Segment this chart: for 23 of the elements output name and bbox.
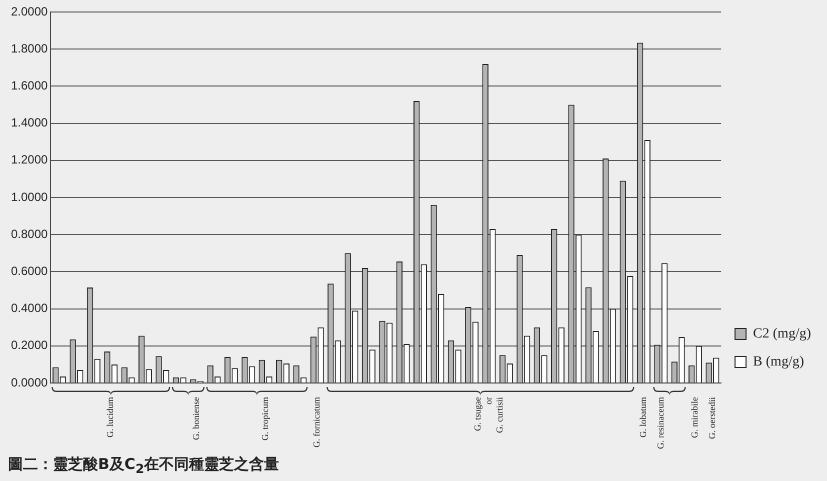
x-tick-label: G. mirabile (690, 397, 700, 438)
y-tick-label: 1.8000 (11, 41, 48, 56)
y-tick-label: 0.0000 (11, 375, 48, 390)
x-tick-label: G. tsugae or G. curtisii (472, 396, 504, 433)
legend-label: C2 (mg/g) (753, 326, 812, 342)
y-tick-label: 0.2000 (11, 338, 48, 352)
legend-label: B (mg/g) (753, 354, 804, 370)
text: 圖二：靈芝酸B及C$_{2}$在不同種靈芝之含量 (8, 455, 280, 476)
y-tick-label: 2.0000 (11, 4, 48, 18)
x-tick-label: G. oerstedii (706, 396, 717, 439)
x-tick-label: G. lobatum (638, 397, 648, 438)
y-tick-label: 0.4000 (11, 301, 48, 316)
y-tick-label: 0.6000 (11, 264, 48, 278)
y-tick-label: 0.8000 (11, 226, 48, 241)
y-tick-label: 1.6000 (11, 78, 48, 93)
y-tick-label: 1.0000 (11, 190, 48, 204)
x-tick-label: G. lucidum (105, 397, 116, 438)
x-tick-label: G. tropicum (260, 397, 270, 440)
x-tick-label: G. resinaceum (655, 397, 666, 449)
y-tick-label: 1.4000 (11, 116, 48, 130)
x-tick-label: G. boniense (191, 397, 202, 440)
x-tick-label: G. fornicatum (311, 397, 322, 448)
y-tick-label: 1.2000 (11, 152, 48, 167)
